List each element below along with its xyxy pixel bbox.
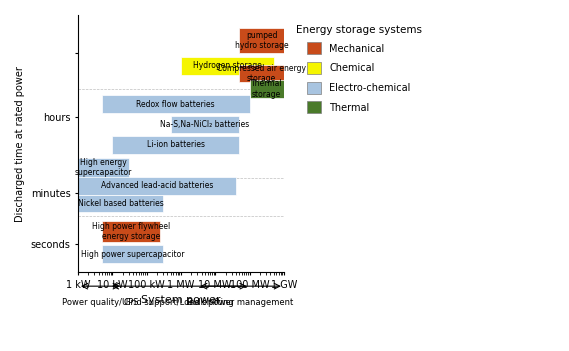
- Text: Hydrogen storage: Hydrogen storage: [193, 61, 262, 71]
- X-axis label: System power: System power: [141, 295, 221, 305]
- FancyBboxPatch shape: [78, 177, 236, 194]
- Text: High energy
supercapacitor: High energy supercapacitor: [75, 158, 132, 178]
- FancyBboxPatch shape: [171, 115, 239, 133]
- Text: Bulk power management: Bulk power management: [187, 298, 294, 307]
- FancyBboxPatch shape: [78, 158, 129, 178]
- Text: Compressed air energy
storage: Compressed air energy storage: [217, 64, 306, 83]
- Text: Thermal
storage: Thermal storage: [251, 79, 282, 99]
- FancyBboxPatch shape: [102, 95, 250, 113]
- FancyBboxPatch shape: [78, 194, 163, 212]
- Text: Nickel based batteries: Nickel based batteries: [77, 199, 163, 208]
- Text: Power quality/UPS: Power quality/UPS: [62, 298, 139, 307]
- FancyBboxPatch shape: [250, 80, 284, 98]
- Legend: Mechanical, Chemical, Electro-chemical, Thermal: Mechanical, Chemical, Electro-chemical, …: [291, 20, 427, 118]
- Text: Advanced lead-acid batteries: Advanced lead-acid batteries: [101, 181, 213, 190]
- FancyBboxPatch shape: [181, 57, 274, 75]
- Text: Na-S,Na-NiCl₂ batteries: Na-S,Na-NiCl₂ batteries: [160, 120, 250, 129]
- FancyBboxPatch shape: [112, 136, 239, 154]
- FancyBboxPatch shape: [102, 245, 163, 263]
- Y-axis label: Discharged time at rated power: Discharged time at rated power: [15, 66, 25, 221]
- Text: Grid support/Load shifting: Grid support/Load shifting: [125, 298, 234, 307]
- FancyBboxPatch shape: [239, 28, 284, 53]
- Text: pumped
hydro storage: pumped hydro storage: [234, 31, 288, 50]
- Text: Redox flow batteries: Redox flow batteries: [137, 100, 215, 108]
- FancyBboxPatch shape: [102, 221, 160, 241]
- Text: Li-ion batteries: Li-ion batteries: [147, 140, 205, 150]
- Text: High power supercapacitor: High power supercapacitor: [81, 250, 184, 259]
- Text: High power flywheel
energy storage: High power flywheel energy storage: [92, 222, 170, 241]
- FancyBboxPatch shape: [239, 65, 284, 82]
